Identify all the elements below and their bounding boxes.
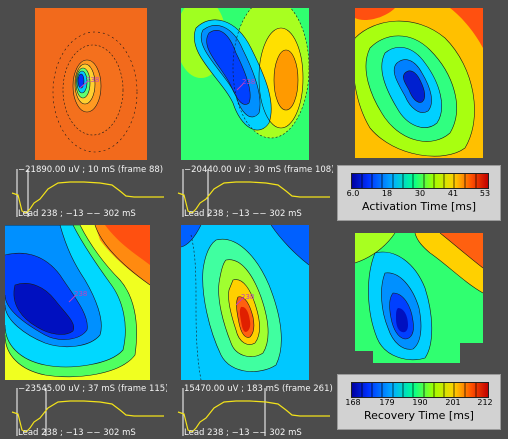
- trace-caption: −21890.00 uV ; 10 mS (frame 88): [18, 165, 164, 175]
- tick-label: 41: [447, 189, 459, 198]
- activation-time-map: [355, 8, 483, 158]
- recovery-time-map: [355, 233, 483, 363]
- recovery-time-legend: 168 179 190 201 212 Recovery Time [ms]: [337, 374, 501, 430]
- legend-title: Activation Time [ms]: [361, 200, 476, 213]
- tick-label: 168: [345, 398, 361, 407]
- trace-caption: −20440.00 uV ; 30 mS (frame 108): [184, 165, 333, 175]
- colorbar: [351, 382, 489, 398]
- lead-trace-frame108: −20440.00 uV ; 30 mS (frame 108) Lead 23…: [170, 165, 333, 218]
- lead-trace-frame88: −21890.00 uV ; 10 mS (frame 88) Lead 238…: [4, 165, 167, 218]
- tick-label: 212: [477, 398, 493, 407]
- tick-label: 179: [379, 398, 395, 407]
- potential-map-frame108: 238: [181, 8, 309, 160]
- activation-time-legend: 6.0 18 30 41 53 Activation Time [ms]: [337, 165, 501, 221]
- lead-trace-frame115: −23545.00 uV ; 37 mS (frame 115) Lead 23…: [4, 384, 167, 437]
- tick-label: 53: [479, 189, 491, 198]
- trace-lead-label: Lead 238 ; −13 −− 302 mS: [18, 428, 136, 437]
- svg-text:238: 238: [242, 78, 255, 86]
- lead-marker: 238: [79, 76, 99, 89]
- trace-caption: 15470.00 uV ; 183 mS (frame 261): [184, 384, 333, 394]
- potential-map-frame115: 238: [5, 225, 150, 380]
- tick-label: 201: [445, 398, 461, 407]
- tick-label: 18: [381, 189, 393, 198]
- trace-lead-label: Lead 238 ; −13 −− 302 mS: [18, 209, 136, 218]
- svg-text:238: 238: [86, 76, 99, 84]
- tick-label: 30: [414, 189, 426, 198]
- tick-label: 6.0: [346, 189, 360, 198]
- svg-text:238: 238: [74, 290, 87, 298]
- trace-lead-label: Lead 238 ; −13 −− 302 mS: [184, 209, 302, 218]
- tick-label: 190: [412, 398, 428, 407]
- svg-text:238: 238: [241, 293, 254, 301]
- potential-map-frame88: 238: [35, 8, 147, 160]
- legend-title: Recovery Time [ms]: [364, 409, 474, 422]
- lead-trace-frame261: 15470.00 uV ; 183 mS (frame 261) Lead 23…: [170, 384, 333, 437]
- trace-caption: −23545.00 uV ; 37 mS (frame 115): [18, 384, 167, 394]
- colorbar: [351, 173, 489, 189]
- trace-lead-label: Lead 238 ; −13 −− 302 mS: [184, 428, 302, 437]
- lead-marker: 238: [236, 78, 255, 91]
- lead-marker: 238: [68, 290, 87, 303]
- lead-marker: 238: [235, 293, 254, 306]
- potential-map-frame261: 238: [181, 225, 309, 380]
